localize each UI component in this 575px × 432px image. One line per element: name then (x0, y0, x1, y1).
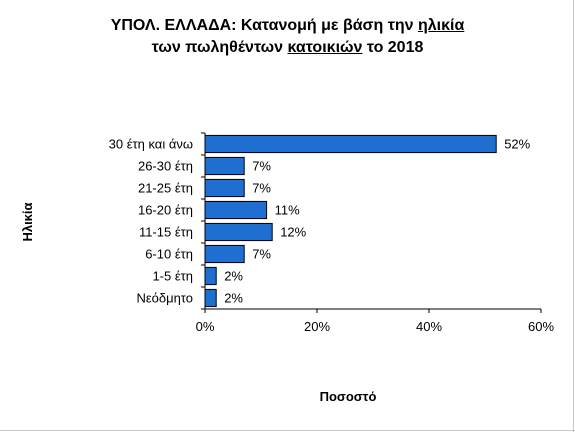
bar (204, 178, 245, 198)
chart-title-line-2: των πωληθέντων κατοικιών το 2018 (0, 39, 575, 57)
bar (204, 222, 273, 242)
data-label: 7% (252, 181, 271, 196)
category-label: 30 έτη και άνω (109, 137, 193, 152)
title-underlined-word: ηλικία (417, 17, 465, 34)
bar (204, 134, 497, 154)
bar (204, 156, 245, 176)
category-label: 26-30 έτη (138, 159, 193, 174)
data-label: 7% (252, 159, 271, 174)
category-label: 11-15 έτη (139, 225, 193, 240)
category-label: Νεόδμητο (136, 291, 193, 306)
category-label: 21-25 έτη (138, 181, 193, 196)
category-label: 16-20 έτη (138, 203, 193, 218)
title-text: το 2018 (362, 39, 424, 56)
x-tick-label: 0% (196, 319, 215, 334)
data-label: 7% (252, 247, 271, 262)
bar (204, 244, 245, 264)
data-label: 2% (224, 269, 243, 284)
x-axis-label: Ποσοστό (320, 389, 377, 404)
frame-edge (0, 430, 575, 431)
bar (204, 200, 268, 220)
title-text: των πωληθέντων (151, 39, 288, 56)
x-tick-label: 40% (416, 319, 442, 334)
data-label: 2% (224, 291, 243, 306)
frame-edge (573, 0, 574, 432)
category-label: 6-10 έτη (145, 247, 193, 262)
chart-title-line-1: ΥΠΟΛ. ΕΛΛΑΔΑ: Κατανομή με βάση την ηλικί… (0, 17, 575, 35)
data-label: 12% (280, 225, 306, 240)
bar (204, 288, 217, 308)
x-tick-label: 20% (304, 319, 330, 334)
title-underlined-word: κατοικιών (287, 39, 363, 56)
data-label: 52% (504, 137, 530, 152)
category-label: 1-5 έτη (152, 269, 193, 284)
data-label: 11% (275, 203, 300, 218)
title-text: ΥΠΟΛ. ΕΛΛΑΔΑ: Κατανομή με βάση την (110, 17, 418, 34)
y-axis-label: Ηλικία (20, 202, 35, 241)
bar (204, 266, 217, 286)
x-tick-label: 60% (528, 319, 554, 334)
